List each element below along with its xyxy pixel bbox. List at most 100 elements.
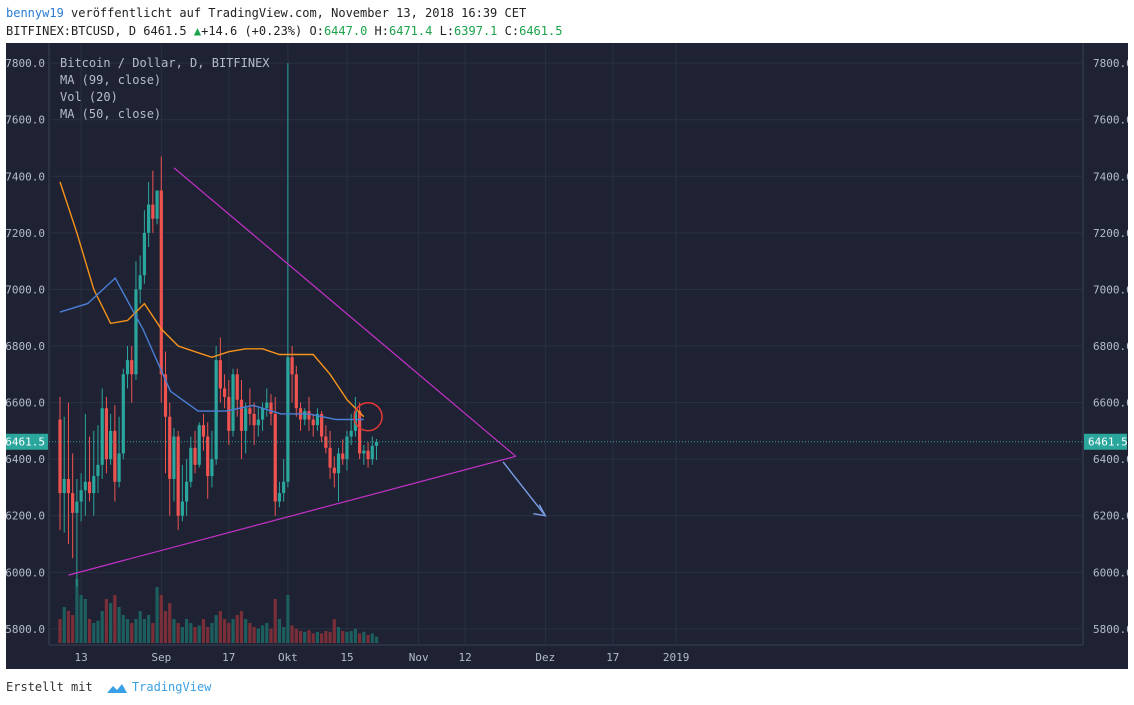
volume-bar: [201, 619, 206, 643]
volume-bar: [256, 628, 260, 643]
candle-body: [189, 447, 193, 482]
created-with-text: Erstellt mit: [6, 680, 93, 694]
candle-body: [83, 481, 87, 491]
candle-body: [315, 413, 320, 426]
candle-body: [252, 413, 256, 426]
author-link[interactable]: bennyw19: [6, 6, 64, 20]
open-value: 6447.0: [323, 24, 368, 38]
volume-bar: [362, 631, 366, 643]
price-chart[interactable]: 5800.0 5800.0 6000.0 6000.0 6200.0 6200.0 6400…: [6, 43, 1128, 669]
y-tick-label-right: 6200.0: [1093, 510, 1128, 523]
candle-body: [210, 459, 214, 477]
candle-body: [125, 360, 130, 375]
volume-bar: [210, 623, 214, 643]
volume-bar: [58, 619, 62, 643]
volume-bar: [104, 599, 109, 643]
x-tick-label: Dez: [535, 651, 555, 664]
last-price-tag-left: [6, 433, 48, 450]
volume-bar: [235, 615, 239, 643]
volume-bar: [96, 620, 100, 643]
up-triangle-icon: ▲: [193, 24, 202, 38]
volume-bar: [265, 623, 269, 643]
volume-bar: [311, 633, 315, 643]
volume-bar: [142, 619, 146, 643]
y-tick-label-right: 7200.0: [1093, 227, 1128, 240]
legend-ma50[interactable]: MA (50, close): [60, 107, 162, 121]
volume-bar: [298, 631, 303, 643]
volume-bar: [231, 619, 235, 643]
volume-bar: [185, 619, 189, 643]
y-tick-label-right: 6000.0: [1093, 566, 1128, 579]
low-value: 6397.1: [454, 24, 498, 38]
candle-body: [197, 425, 201, 465]
volume-bar: [189, 623, 193, 643]
y-tick-label-left: 6200.0: [6, 510, 45, 523]
volume-bar: [239, 611, 244, 643]
candle-body: [248, 408, 252, 414]
y-tick-label-left: 7800.0: [6, 57, 45, 70]
candle-body: [117, 453, 121, 482]
y-tick-label-left: 7400.0: [6, 170, 45, 183]
legend-volume[interactable]: Vol (20): [60, 90, 118, 104]
y-tick-label-left: 7200.0: [6, 227, 45, 240]
volume-bar: [324, 631, 328, 643]
candle-body: [66, 478, 71, 494]
volume-bar: [138, 611, 142, 643]
candle-body: [239, 399, 244, 431]
candle-body: [218, 360, 222, 389]
volume-bar: [155, 587, 159, 643]
volume-bar: [75, 579, 79, 643]
candle-body: [286, 357, 290, 482]
candle-body: [231, 374, 235, 431]
highlight-circle: [353, 401, 383, 432]
volume-bar: [336, 627, 341, 643]
chart-area[interactable]: 5800.0 5800.0 6000.0 6000.0 6200.0 6200.0 6400…: [6, 43, 1128, 669]
y-tick-label-left: 6600.0: [6, 397, 45, 410]
volume-bar: [176, 623, 180, 643]
volume-bar: [117, 607, 121, 643]
volume-bar: [307, 630, 311, 643]
candle-body: [142, 232, 146, 276]
candle-body: [87, 481, 92, 494]
tradingview-link[interactable]: TradingView: [131, 680, 212, 694]
x-tick-label: 2019: [663, 651, 690, 664]
high-value: 6471.4: [389, 24, 433, 38]
volume-bar: [349, 631, 353, 643]
chart-legend: Bitcoin / Dollar, D, BITFINEX MA (99, cl…: [60, 55, 270, 123]
candle-body: [256, 419, 260, 426]
y-tick-label-right: 7000.0: [1093, 283, 1128, 296]
candle-body: [185, 481, 189, 502]
volume-bar: [121, 615, 125, 643]
candle-body: [320, 413, 324, 437]
candle-body: [138, 275, 142, 290]
volume-bar: [370, 633, 374, 643]
volume-bar: [197, 625, 201, 643]
projection-arrow: [502, 461, 546, 517]
x-tick-label: 17: [222, 651, 235, 664]
candle-body: [265, 402, 269, 409]
close-label: C:: [504, 24, 520, 38]
volume-bar: [303, 631, 307, 643]
x-tick-label: Nov: [409, 651, 429, 664]
legend-ma99[interactable]: MA (99, close): [60, 73, 162, 87]
volume-bar: [248, 623, 252, 643]
candle-body: [163, 374, 168, 417]
x-tick-label: Sep: [151, 651, 171, 664]
y-tick-label-right: 6600.0: [1093, 397, 1128, 410]
y-tick-label-left: 6400.0: [6, 453, 45, 466]
volume-bar: [214, 615, 218, 643]
volume-bar: [66, 611, 71, 643]
volume-bar: [345, 631, 349, 643]
candle-body: [62, 478, 66, 494]
tradingview-cloud-icon: [106, 683, 127, 693]
y-tick-label-right: 7800.0: [1093, 57, 1128, 70]
candle-body: [358, 411, 362, 454]
candle-body: [374, 441, 379, 446]
candle-body: [214, 360, 218, 460]
candle-body: [370, 445, 374, 460]
volume-bar: [168, 603, 172, 643]
price-change: +14.6 (+0.23%): [201, 24, 303, 38]
candle-body: [273, 413, 277, 502]
projection-arrowhead: [533, 504, 547, 517]
candle-body: [362, 450, 366, 454]
